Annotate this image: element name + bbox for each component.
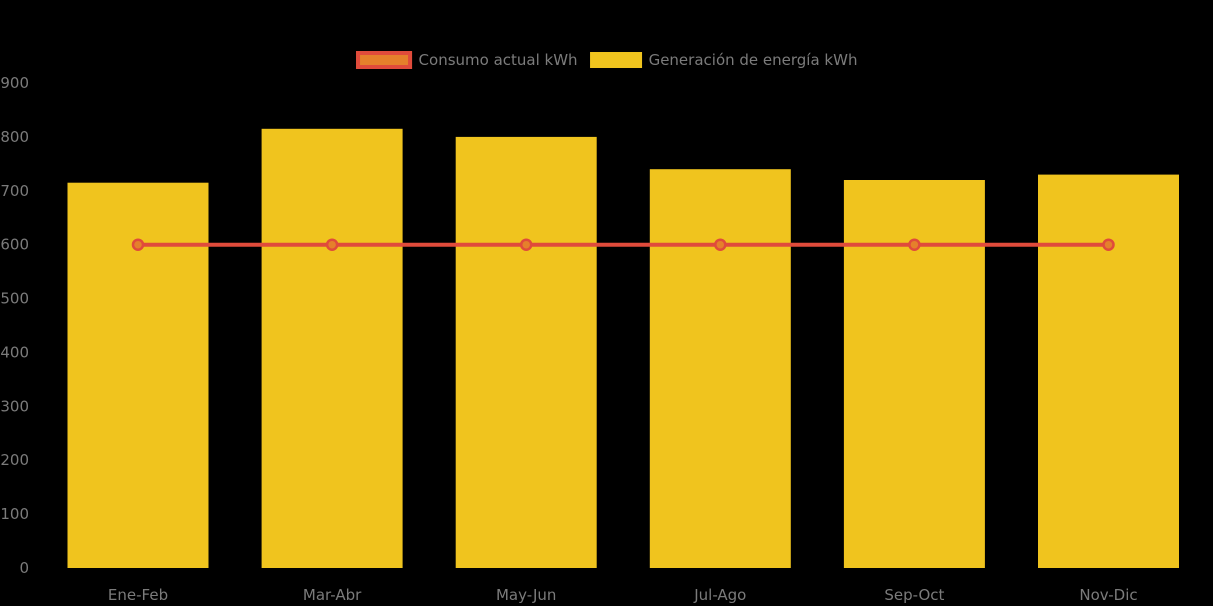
y-tick-label-0: 0 (19, 559, 29, 577)
y-tick-label-900: 900 (0, 74, 29, 92)
line-marker-Ene-Feb[interactable] (131, 238, 145, 251)
line-marker-Sep-Oct[interactable] (908, 238, 921, 251)
bar-Jul-Ago[interactable] (649, 169, 791, 568)
y-tick-label-800: 800 (0, 128, 29, 146)
x-axis-label-Jul-Ago: Jul-Ago (693, 586, 746, 604)
line-marker-May-Jun[interactable] (519, 238, 533, 251)
x-axis-label-May-Jun: May-Jun (496, 586, 556, 604)
y-tick-label-100: 100 (0, 505, 29, 523)
legend-swatch-generacion-icon (589, 52, 642, 68)
chart-legend: Consumo actual kWh Generación de energía… (355, 51, 858, 69)
legend-swatch-consumo-icon (355, 51, 412, 69)
x-axis-label-Sep-Oct: Sep-Oct (884, 586, 944, 604)
legend-label-generacion: Generación de energía kWh (648, 51, 858, 69)
x-axis-label-Mar-Abr: Mar-Abr (303, 586, 362, 604)
x-axis-label-Nov-Dic: Nov-Dic (1079, 586, 1137, 604)
bar-Nov-Dic[interactable] (1038, 174, 1179, 568)
y-tick-label-300: 300 (0, 397, 29, 415)
legend-item-generacion[interactable]: Generación de energía kWh (589, 51, 858, 69)
legend-item-consumo[interactable]: Consumo actual kWh (355, 51, 578, 69)
y-tick-label-500: 500 (0, 290, 29, 308)
line-marker-Jul-Ago[interactable] (714, 238, 727, 251)
bar-Sep-Oct[interactable] (843, 180, 985, 568)
bar-Mar-Abr[interactable] (261, 128, 403, 569)
y-tick-label-200: 200 (0, 451, 29, 469)
bar-May-Jun[interactable] (455, 136, 597, 568)
y-tick-label-700: 700 (0, 182, 29, 200)
legend-label-consumo: Consumo actual kWh (418, 51, 578, 69)
x-axis-label-Ene-Feb: Ene-Feb (108, 586, 168, 604)
line-marker-Mar-Abr[interactable] (325, 238, 339, 251)
y-tick-label-400: 400 (0, 343, 29, 361)
line-marker-Nov-Dic[interactable] (1102, 238, 1115, 251)
y-tick-label-600: 600 (0, 236, 29, 254)
